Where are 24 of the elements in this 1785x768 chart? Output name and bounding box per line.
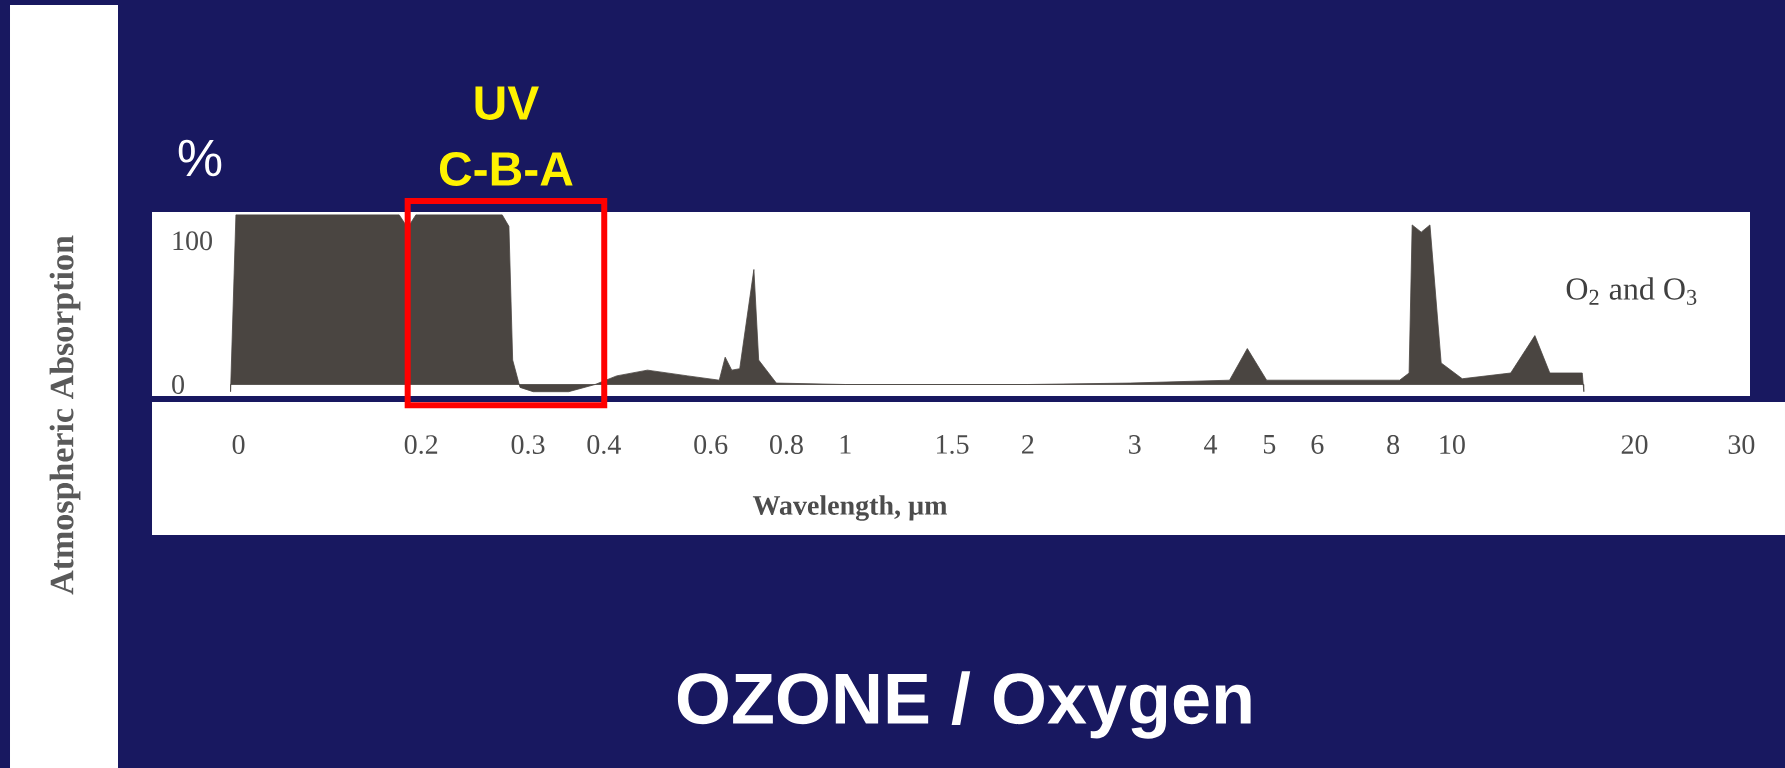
x-tick-label: 10 [1440, 435, 1465, 454]
text: UV C-B-A [439, 86, 573, 186]
x-tick-label: 30 [1728, 435, 1755, 454]
x-tick-label: 0.2 [404, 435, 438, 455]
x-tick-label: 0.6 [694, 435, 728, 455]
x-tick-label: 0.3 [511, 435, 545, 455]
x-tick-label: 1 [840, 435, 851, 454]
text: OZONE / Oxygen [677, 671, 1251, 739]
x-tick-label: 3 [1129, 435, 1141, 454]
text: % [178, 139, 222, 177]
x-tick-label: 2 [1022, 435, 1034, 454]
x-tick-label: 0 [232, 435, 245, 454]
x-tick-label: 5 [1263, 435, 1276, 454]
x-tick-label: 0.4 [587, 435, 621, 455]
y-axis-title: Atmospheric Absorption [49, 235, 81, 595]
x-tick-label: 20 [1621, 435, 1648, 454]
y-tick-label: 100 [173, 231, 212, 251]
x-tick-label: 0.8 [770, 435, 803, 455]
annotation: O$_{2}$ and O$_{3}$ [1566, 277, 1697, 305]
x-tick-label: 8 [1387, 435, 1400, 454]
x-tick-label: 1.5 [937, 435, 969, 454]
x-axis-title: Wavelength, µm [752, 495, 948, 521]
x-tick-label: 6 [1311, 435, 1324, 454]
x-tick-label: 4 [1204, 435, 1218, 454]
